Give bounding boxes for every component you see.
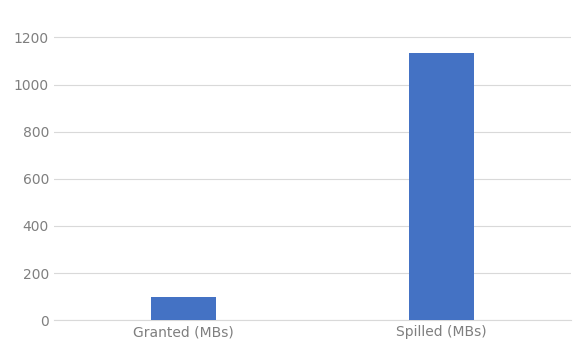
Bar [410,53,474,320]
Bar [151,297,215,320]
